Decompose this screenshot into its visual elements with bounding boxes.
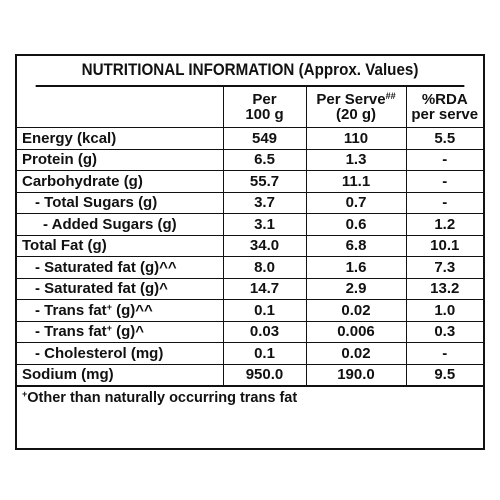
table-row: - Total Sugars (g) 3.7 0.7 - [17, 191, 483, 214]
footnote: +Other than naturally occurring trans fa… [17, 386, 483, 410]
row-label-unit: (g)^^ [111, 301, 153, 319]
row-label: - Total Sugars (g) [17, 191, 224, 214]
header-per-100g-line1: Per [252, 91, 277, 108]
table-title: NUTRITIONAL INFORMATION (Approx. Values) [35, 56, 465, 87]
per100-value: 3.1 [222, 213, 307, 236]
per100-value: 6.5 [222, 148, 307, 171]
rda-value: 0.3 [405, 320, 483, 343]
header-nutrient [17, 87, 224, 128]
header-per-100g: Per 100 g [222, 87, 307, 128]
rda-value: - [405, 170, 483, 193]
serve-value: 1.6 [305, 256, 407, 279]
row-label-unit: (g)^ [111, 323, 145, 341]
table-row: - Trans fat+ (g)^ 0.03 0.006 0.3 [17, 320, 483, 343]
serve-value: 0.02 [305, 299, 407, 322]
rda-value: 1.2 [405, 213, 483, 236]
rda-value: - [405, 148, 483, 171]
table-row: - Saturated fat (g)^ 14.7 2.9 13.2 [17, 277, 483, 300]
serve-value: 6.8 [305, 234, 407, 257]
per100-value: 0.1 [222, 342, 307, 365]
serve-value: 2.9 [305, 277, 407, 300]
trans-fat-marker: + [106, 301, 112, 312]
table-row: Total Fat (g) 34.0 6.8 10.1 [17, 234, 483, 257]
trans-fat-marker: + [106, 323, 112, 334]
rda-value: - [405, 191, 483, 214]
per100-value: 950.0 [222, 363, 307, 386]
per100-value: 34.0 [222, 234, 307, 257]
rda-value: 1.0 [405, 299, 483, 322]
table-row: Energy (kcal) 549 110 5.5 [17, 127, 483, 150]
per100-value: 3.7 [222, 191, 307, 214]
serve-value: 0.6 [305, 213, 407, 236]
table-row: - Cholesterol (mg) 0.1 0.02 - [17, 342, 483, 365]
header-per-serve-line1: Per Serve [316, 91, 386, 108]
header-row: Per 100 g Per Serve## (20 g) %RDA per se… [17, 87, 483, 128]
per100-value: 8.0 [222, 256, 307, 279]
footnote-marker: + [22, 389, 28, 399]
nutrition-table: Per 100 g Per Serve## (20 g) %RDA per se… [17, 87, 483, 386]
header-per-100g-line2: 100 g [245, 106, 284, 123]
row-label: - Trans fat+ (g)^^ [17, 299, 224, 322]
serve-value: 0.02 [305, 342, 407, 365]
header-per-serve: Per Serve## (20 g) [305, 87, 407, 128]
header-per-serve-sup: ## [385, 91, 396, 101]
serve-value: 190.0 [305, 363, 407, 386]
header-rda-line2: per serve [411, 106, 479, 123]
nutrition-table-panel: NUTRITIONAL INFORMATION (Approx. Values)… [15, 54, 485, 450]
table-row: Carbohydrate (g) 55.7 11.1 - [17, 170, 483, 193]
table-row: Protein (g) 6.5 1.3 - [17, 148, 483, 171]
serve-value: 0.7 [305, 191, 407, 214]
rda-value: 9.5 [405, 363, 483, 386]
row-label: Sodium (mg) [17, 363, 224, 386]
row-label: Carbohydrate (g) [17, 170, 224, 193]
row-label: Energy (kcal) [17, 127, 224, 150]
serve-value: 0.006 [305, 320, 407, 343]
row-label: Total Fat (g) [17, 234, 224, 257]
row-label: - Added Sugars (g) [17, 213, 224, 236]
serve-value: 1.3 [305, 148, 407, 171]
serve-value: 110 [305, 127, 407, 150]
per100-value: 0.03 [222, 320, 307, 343]
rda-value: 13.2 [405, 277, 483, 300]
table-row: - Added Sugars (g) 3.1 0.6 1.2 [17, 213, 483, 236]
row-label-text: - Trans fat [35, 323, 107, 341]
table-row: Sodium (mg) 950.0 190.0 9.5 [17, 363, 483, 386]
row-label: - Saturated fat (g)^ [17, 277, 224, 300]
per100-value: 549 [222, 127, 307, 150]
header-per-serve-line2: (20 g) [335, 106, 376, 123]
table-row: - Trans fat+ (g)^^ 0.1 0.02 1.0 [17, 299, 483, 322]
header-rda-line1: %RDA [421, 91, 468, 108]
row-label: - Cholesterol (mg) [17, 342, 224, 365]
row-label-text: - Trans fat [35, 301, 107, 319]
footnote-text: Other than naturally occurring trans fat [27, 390, 298, 406]
per100-value: 55.7 [222, 170, 307, 193]
rda-value: 7.3 [405, 256, 483, 279]
header-rda: %RDA per serve [405, 87, 483, 128]
rda-value: 10.1 [405, 234, 483, 257]
rda-value: - [405, 342, 483, 365]
row-label: Protein (g) [17, 148, 224, 171]
row-label: - Trans fat+ (g)^ [17, 320, 224, 343]
serve-value: 11.1 [305, 170, 407, 193]
per100-value: 0.1 [222, 299, 307, 322]
table-row: - Saturated fat (g)^^ 8.0 1.6 7.3 [17, 256, 483, 279]
row-label: - Saturated fat (g)^^ [17, 256, 224, 279]
rda-value: 5.5 [405, 127, 483, 150]
per100-value: 14.7 [222, 277, 307, 300]
